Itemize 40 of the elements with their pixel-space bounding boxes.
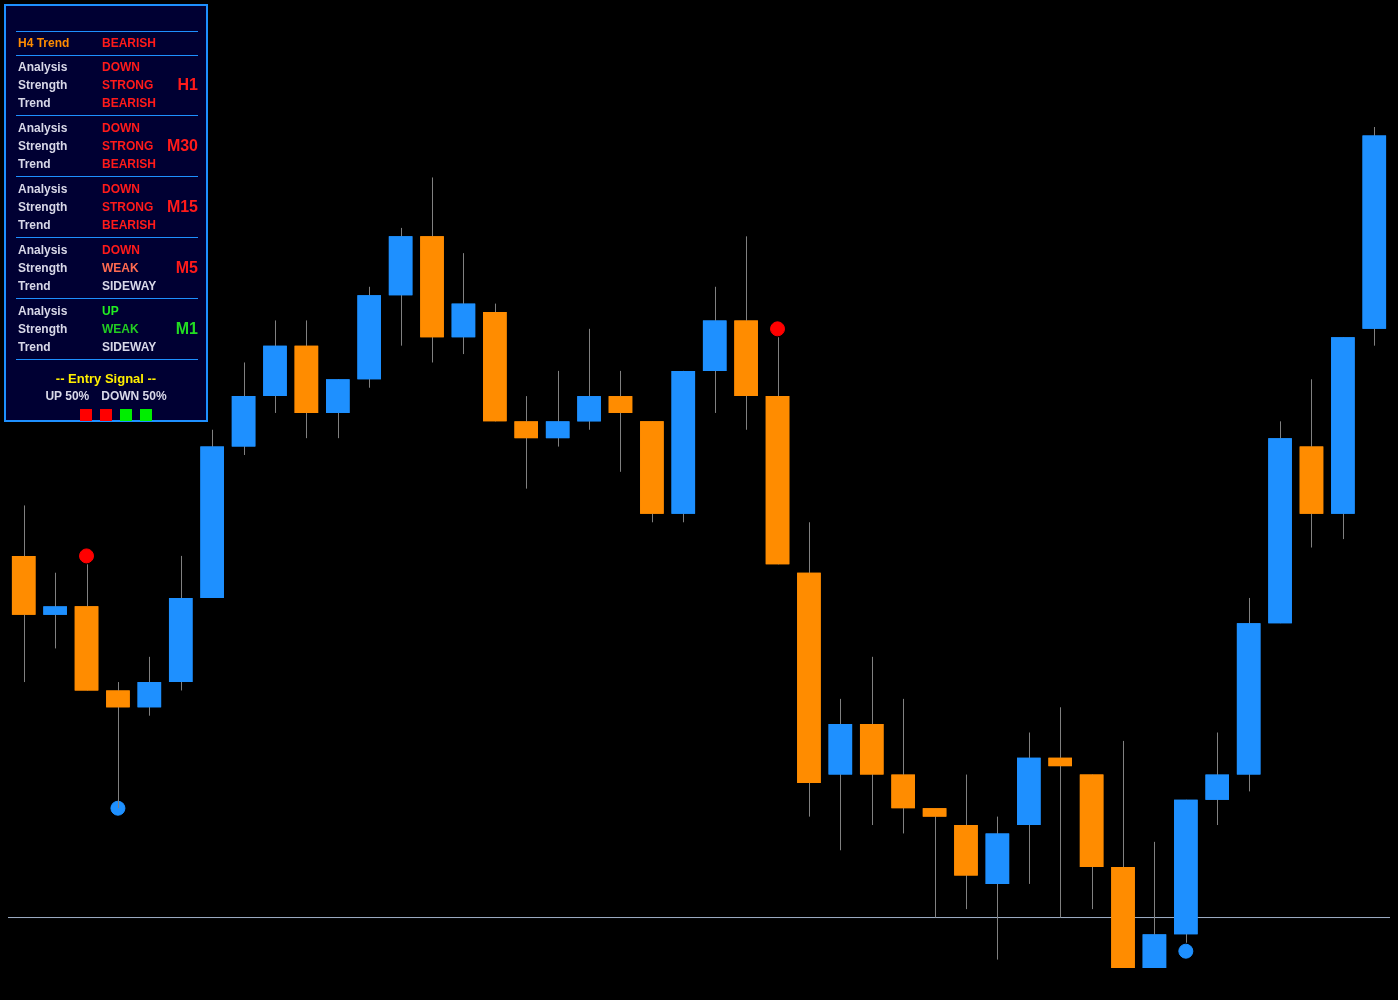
annotation: SIDEWAY (102, 279, 157, 293)
annotation: BEARISH (102, 218, 157, 232)
annotation: WEAK (102, 322, 139, 336)
text: Analysis (18, 60, 68, 74)
annotation: UP (102, 304, 119, 318)
annotation: SIDEWAY (102, 340, 157, 354)
annotation: Strength (18, 139, 68, 153)
annotation: Strength (18, 200, 68, 214)
text: Trend (18, 96, 51, 110)
annotation: Strength (18, 322, 68, 336)
annotation: Analysis (18, 121, 68, 135)
annotation: Trend (18, 340, 51, 354)
annotation: STRONG (102, 200, 154, 214)
text: DOWN (102, 60, 140, 74)
annotation: -- Entry Signal -- (54, 371, 158, 386)
text: BEARISH (102, 36, 157, 50)
annotation: Analysis (18, 182, 68, 196)
text: Strength (18, 78, 68, 92)
annotation: Trend (18, 218, 51, 232)
text: H4 Trend (18, 36, 70, 50)
annotation: M30 (166, 137, 198, 155)
annotation: M1 (175, 320, 198, 338)
annotation: DOWN (102, 243, 140, 257)
annotation: DOWN (102, 182, 140, 196)
annotation: UP 50% (45, 389, 90, 403)
annotation: Trend (18, 157, 51, 171)
annotation: M5 (175, 259, 198, 277)
annotation: DOWN (102, 121, 140, 135)
text: H1 (177, 76, 198, 94)
annotation: WEAK (102, 261, 139, 275)
annotation: BEARISH (102, 157, 157, 171)
annotation: Analysis (18, 243, 68, 257)
annotation: STRONG (102, 139, 154, 153)
annotation: Analysis (18, 304, 68, 318)
text: BEARISH (102, 96, 157, 110)
annotation: M15 (166, 198, 198, 216)
annotation: Trend (18, 279, 51, 293)
annotation: Strength (18, 261, 68, 275)
annotation: DOWN 50% (101, 389, 167, 403)
text: STRONG (102, 78, 154, 92)
